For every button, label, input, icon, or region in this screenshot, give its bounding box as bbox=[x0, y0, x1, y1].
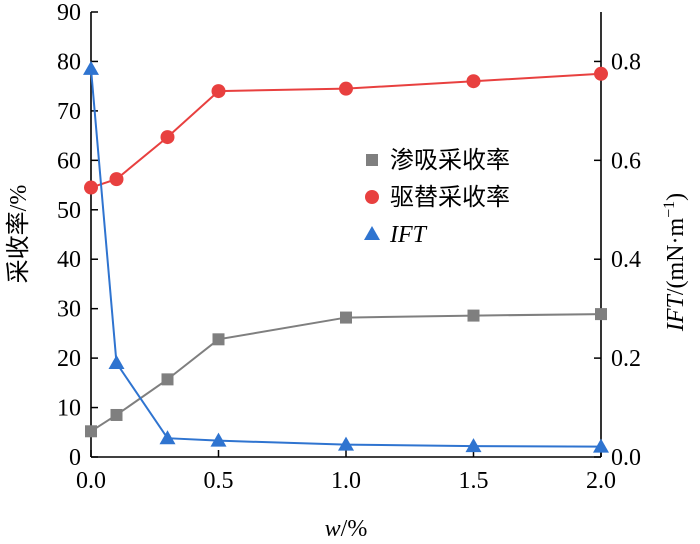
data-point bbox=[465, 438, 482, 453]
data-point bbox=[108, 355, 125, 370]
data-point bbox=[84, 180, 98, 195]
legend-label: 渗吸采收率 bbox=[390, 147, 510, 174]
y-right-axis-title-unit: /(mN·m bbox=[663, 218, 689, 296]
data-point bbox=[109, 172, 124, 187]
y-right-tick-label: 0.2 bbox=[611, 346, 641, 372]
data-point bbox=[210, 432, 227, 447]
data-point bbox=[160, 130, 175, 145]
y-right-tick-label: 0.6 bbox=[611, 148, 641, 174]
series-2 bbox=[84, 66, 608, 195]
x-tick-label: 0.0 bbox=[76, 468, 106, 494]
x-tick-label: 1.0 bbox=[331, 468, 361, 494]
y-right-tick-label: 0.8 bbox=[611, 49, 641, 75]
data-point bbox=[339, 81, 353, 96]
y-left-tick-label: 70 bbox=[57, 99, 81, 125]
data-point bbox=[340, 311, 352, 324]
y-left-tick-label: 0 bbox=[69, 445, 81, 471]
data-point bbox=[211, 84, 226, 99]
x-axis-title-unit: /% bbox=[341, 516, 368, 542]
y-right-axis-title-close: ) bbox=[663, 193, 689, 201]
data-point bbox=[110, 408, 123, 421]
y-left-axis-title: 采收率/% bbox=[5, 185, 32, 284]
legend-marker bbox=[364, 226, 380, 240]
x-axis-title: w/% bbox=[325, 516, 368, 542]
series-layer bbox=[83, 60, 609, 453]
series-line bbox=[90, 68, 602, 448]
series-1 bbox=[85, 308, 607, 438]
y-left-tick-label: 80 bbox=[57, 49, 81, 75]
legend-marker bbox=[365, 190, 379, 204]
data-point bbox=[594, 66, 608, 81]
data-point bbox=[159, 430, 176, 445]
y-left-tick-label: 50 bbox=[57, 198, 81, 224]
data-point bbox=[593, 438, 609, 453]
legend-marker bbox=[366, 154, 378, 166]
data-point bbox=[338, 436, 354, 451]
series-line bbox=[90, 313, 602, 433]
legend-label: 驱替采收率 bbox=[390, 184, 510, 211]
data-point bbox=[466, 74, 481, 89]
y-left-tick-label: 60 bbox=[57, 148, 81, 174]
x-tick-label: 0.5 bbox=[204, 468, 234, 494]
y-left-tick-label: 10 bbox=[57, 396, 81, 422]
x-tick-label: 2.0 bbox=[586, 468, 616, 494]
y-left-tick-label: 90 bbox=[57, 0, 81, 26]
y-left-tick-label: 20 bbox=[57, 346, 81, 372]
legend-label: IFT bbox=[389, 222, 428, 248]
x-tick-label: 1.5 bbox=[459, 468, 489, 494]
x-axis-title-var: w bbox=[325, 516, 341, 542]
axis-ticks: 0.0 0.5 1.0 1.5 2.0 0 10 20 30 40 50 60 70 80 90 0.0 0.2… bbox=[57, 0, 641, 494]
y-right-axis-title-exp: −1 bbox=[661, 201, 678, 218]
data-point bbox=[467, 309, 480, 322]
data-point bbox=[83, 60, 99, 75]
y-right-tick-label: 0.4 bbox=[611, 247, 641, 273]
series-3 bbox=[83, 60, 609, 453]
data-point bbox=[212, 333, 225, 346]
y-right-tick-label: 0.0 bbox=[611, 445, 641, 471]
y-right-axis-title-var: IFT bbox=[663, 294, 689, 333]
data-point bbox=[595, 308, 607, 321]
y-right-axis-title: IFT/(mN·m−1) bbox=[661, 193, 689, 332]
data-point bbox=[85, 425, 97, 438]
y-left-tick-label: 30 bbox=[57, 297, 81, 323]
data-point bbox=[161, 373, 174, 386]
y-left-tick-label: 40 bbox=[57, 247, 81, 273]
